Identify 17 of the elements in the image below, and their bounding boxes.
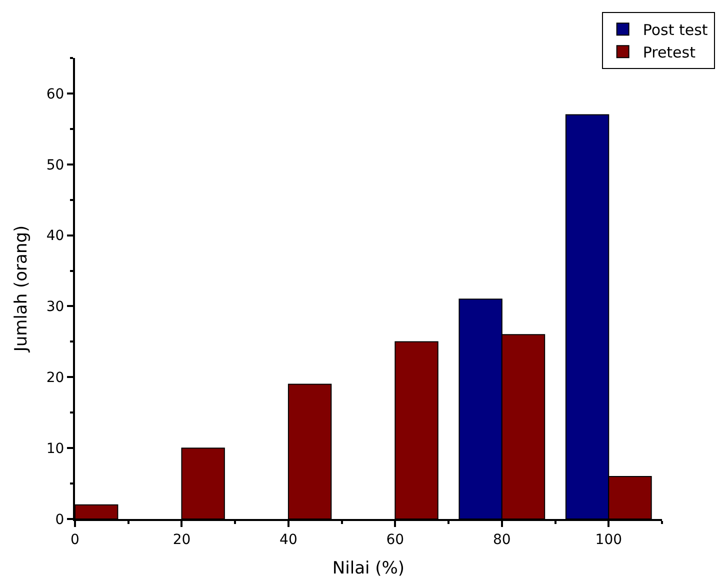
y-tick-label: 60 [46, 86, 64, 102]
x-tick-label: 0 [70, 532, 80, 548]
x-axis-title: Nilai (%) [332, 558, 405, 579]
x-tick-label: 40 [280, 532, 298, 548]
y-tick-label: 20 [46, 370, 64, 386]
y-tick-label: 40 [46, 228, 64, 244]
y-axis-title: Jumlah (orang) [11, 225, 32, 353]
y-tick-label: 10 [46, 440, 64, 457]
legend-label: Post test [642, 21, 708, 39]
x-tick-label: 80 [492, 532, 511, 548]
x-tick-label: 100 [595, 532, 622, 548]
y-tick-label: 0 [55, 512, 64, 528]
y-tick-label: 50 [46, 157, 64, 174]
legend-label: Pretest [642, 44, 696, 62]
x-tick-label: 20 [172, 532, 191, 548]
x-tick-label: 60 [386, 532, 404, 548]
y-tick-label: 30 [46, 299, 64, 316]
